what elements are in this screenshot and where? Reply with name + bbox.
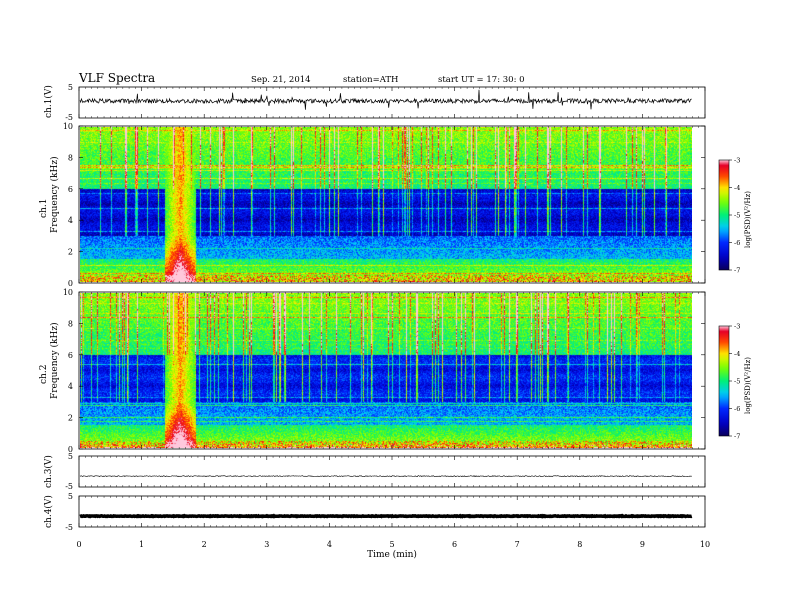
ch3-ytick-bottom: -5 [65, 482, 73, 491]
colorbar-tick-label: -7 [734, 267, 740, 275]
ch1-frequency-ylabel: Frequency (kHz) [49, 156, 60, 233]
ch2-colorbar [719, 326, 729, 436]
colorbar-tick-label: -7 [734, 433, 740, 441]
ch4-ytick-top: 5 [68, 492, 73, 501]
ch3-waveform-ylabel: ch.3(V) [43, 455, 54, 488]
colorbar-tick-label: -3 [734, 323, 740, 331]
header-station: station=ATH [343, 75, 398, 85]
time-axis-label: Time (min) [367, 549, 417, 560]
colorbar-tick-label: -4 [734, 350, 740, 358]
ch1-waveform-ylabel: ch.1(V) [43, 85, 54, 118]
x-tick-label: 7 [515, 540, 520, 549]
x-tick-label: 5 [389, 540, 394, 549]
ch1-colorbar [719, 160, 729, 270]
x-tick-label: 2 [202, 540, 207, 549]
colorbar-tick-label: -5 [734, 378, 740, 386]
ch2-frequency-ticks: 0 2 4 6 8 10 [63, 288, 705, 454]
frequency-tick-label: 2 [68, 414, 73, 423]
x-tick-label: 0 [76, 540, 81, 549]
frequency-tick-label: 6 [68, 185, 73, 194]
frequency-tick-label: 8 [68, 319, 73, 328]
ch4-ytick-bottom: -5 [65, 523, 73, 532]
ch1-colorbar-label: log(PSD)(V²/Hz) [744, 191, 752, 248]
ch1-waveform-frame [78, 86, 706, 119]
ch1-spectrogram [80, 127, 692, 282]
ch2-colorbar-ticks: -3 -4 -5 -6 -7 [729, 323, 740, 441]
ch1-colorbar-ticks: -3 -4 -5 -6 -7 [729, 157, 740, 275]
colorbar-tick-label: -3 [734, 157, 740, 165]
colorbar-tick-label: -4 [734, 184, 740, 192]
x-tick-label: 9 [640, 540, 645, 549]
time-axis-ticks: 0 1 2 3 4 5 6 7 8 9 10 [76, 87, 710, 549]
x-tick-label: 3 [264, 540, 269, 549]
frequency-tick-label: 4 [68, 216, 73, 225]
x-tick-label: 6 [452, 540, 457, 549]
x-tick-label: 4 [327, 540, 332, 549]
x-tick-label: 10 [700, 540, 710, 549]
frequency-tick-label: 10 [63, 122, 73, 131]
ch2-frequency-ylabel: Frequency (kHz) [49, 322, 60, 399]
frequency-tick-label: 2 [68, 248, 73, 257]
frequency-tick-label: 0 [68, 445, 73, 454]
ch1-frequency-ticks: 0 2 4 6 8 10 [63, 122, 705, 288]
ch2-spectrogram-channel-label: ch.2 [39, 365, 49, 384]
ch1-ytick-bottom: -5 [65, 113, 73, 122]
frequency-tick-label: 4 [68, 382, 73, 391]
ch1-ytick-top: 5 [68, 83, 73, 92]
header-date: Sep. 21, 2014 [251, 75, 311, 85]
frequency-tick-label: 10 [63, 288, 73, 297]
ch3-waveform-trace [79, 475, 692, 478]
colorbar-tick-label: -6 [734, 239, 740, 247]
ch4-waveform-frame [78, 495, 706, 528]
ch4-waveform-ylabel: ch.4(V) [43, 495, 54, 528]
ch1-spectrogram-channel-label: ch.1 [39, 199, 49, 218]
ch3-waveform-frame [78, 455, 706, 488]
frequency-tick-label: 6 [68, 351, 73, 360]
x-tick-label: 8 [577, 540, 582, 549]
ch3-ytick-top: 5 [68, 452, 73, 461]
x-tick-label: 1 [139, 540, 144, 549]
frequency-tick-label: 8 [68, 153, 73, 162]
header-start-time: start UT = 17: 30: 0 [438, 75, 525, 85]
colorbar-tick-label: -6 [734, 405, 740, 413]
colorbar-tick-label: -5 [734, 212, 740, 220]
figure-title: VLF Spectra [78, 71, 155, 85]
ch1-waveform-trace [79, 89, 692, 110]
ch4-waveform-trace [79, 513, 693, 519]
ch2-colorbar-label: log(PSD)(V²/Hz) [744, 357, 752, 414]
ch2-spectrogram [80, 293, 692, 448]
frequency-tick-label: 0 [68, 279, 73, 288]
